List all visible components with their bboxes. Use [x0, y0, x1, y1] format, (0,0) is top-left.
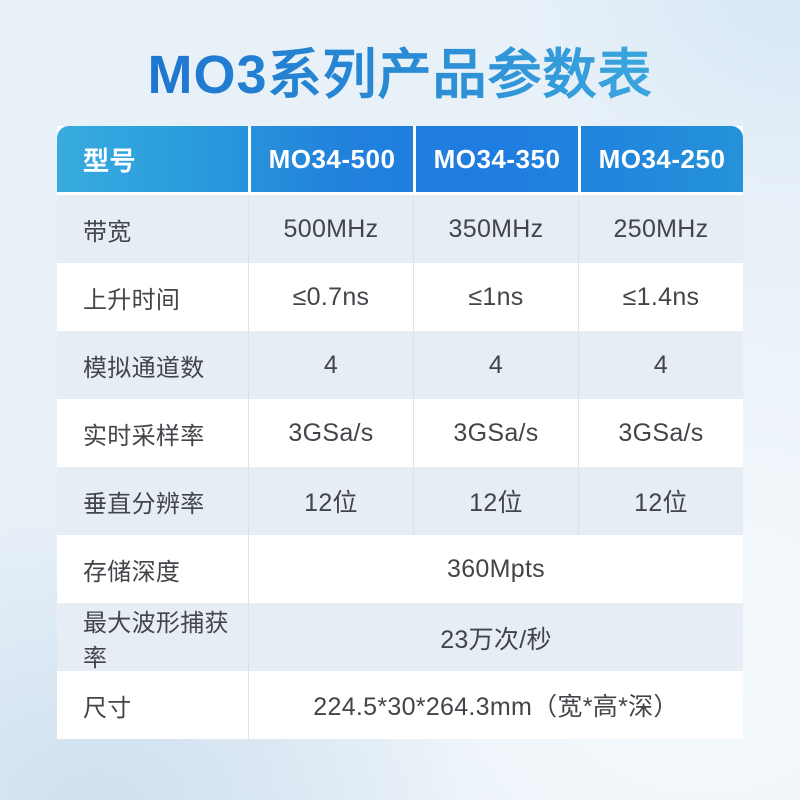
table-row: 带宽 500MHz 350MHz 250MHz — [57, 195, 743, 263]
value-cell: ≤1.4ns — [578, 263, 743, 331]
value-cell-span: 23万次/秒 — [248, 603, 743, 673]
value-cell: 350MHz — [413, 195, 578, 263]
header-cell-mo34-500: MO34-500 — [248, 126, 413, 192]
header-cell-mo34-250: MO34-250 — [578, 126, 743, 192]
table-row: 垂直分辨率 12位 12位 12位 — [57, 467, 743, 535]
table-row: 存储深度 360Mpts — [57, 535, 743, 603]
row-label-waveform-capture-rate: 最大波形捕获率 — [83, 610, 229, 672]
spec-table: 型号 MO34-500 MO34-350 MO34-250 带宽 500MHz … — [57, 126, 743, 739]
value-cell: ≤1ns — [413, 263, 578, 331]
value-cell: 500MHz — [248, 195, 413, 263]
row-label-sample-rate: 实时采样率 — [83, 422, 205, 450]
value-cell: 3GSa/s — [578, 399, 743, 467]
value-cell: 4 — [248, 331, 413, 399]
header-cell-model: 型号 — [83, 145, 137, 176]
row-label-dimensions: 尺寸 — [83, 694, 132, 722]
value-cell: 12位 — [413, 467, 578, 535]
value-cell: 12位 — [578, 467, 743, 535]
table-body: 带宽 500MHz 350MHz 250MHz 上升时间 ≤0.7ns ≤1ns… — [57, 195, 743, 739]
header-cell-mo34-350: MO34-350 — [413, 126, 578, 192]
table-row: 实时采样率 3GSa/s 3GSa/s 3GSa/s — [57, 399, 743, 467]
row-label-bandwidth: 带宽 — [83, 218, 132, 246]
title-wrap: MO3系列产品参数表 — [0, 40, 800, 110]
table-row: 模拟通道数 4 4 4 — [57, 331, 743, 399]
value-cell: 4 — [578, 331, 743, 399]
table-row: 尺寸 224.5*30*264.3mm（宽*高*深） — [57, 671, 743, 739]
value-cell: 3GSa/s — [413, 399, 578, 467]
table-row: 最大波形捕获率 23万次/秒 — [57, 603, 743, 673]
value-cell: 250MHz — [578, 195, 743, 263]
row-label-vertical-resolution: 垂直分辨率 — [83, 490, 205, 518]
value-cell-span: 360Mpts — [248, 535, 743, 603]
page-title: MO3系列产品参数表 — [147, 40, 652, 110]
row-label-rise-time: 上升时间 — [83, 286, 181, 314]
value-cell-span: 224.5*30*264.3mm（宽*高*深） — [248, 671, 743, 739]
row-label-memory-depth: 存储深度 — [83, 558, 181, 586]
table-header-row: 型号 MO34-500 MO34-350 MO34-250 — [57, 126, 743, 192]
table-row: 上升时间 ≤0.7ns ≤1ns ≤1.4ns — [57, 263, 743, 331]
value-cell: 12位 — [248, 467, 413, 535]
value-cell: ≤0.7ns — [248, 263, 413, 331]
value-cell: 4 — [413, 331, 578, 399]
value-cell: 3GSa/s — [248, 399, 413, 467]
row-label-analog-channels: 模拟通道数 — [83, 354, 205, 382]
